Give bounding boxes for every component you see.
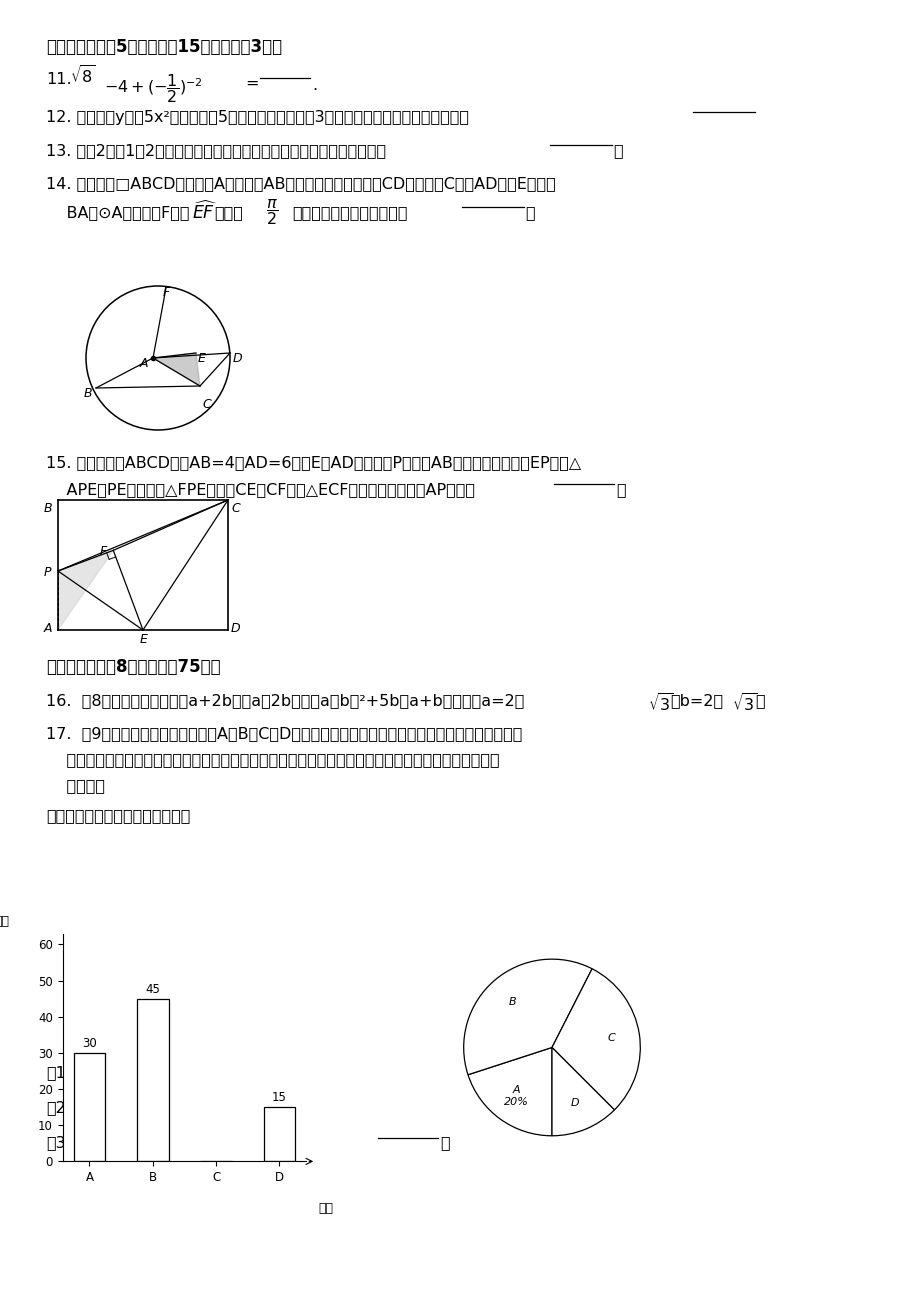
Text: （2）补全上面的条形统计图；: （2）补全上面的条形统计图；: [46, 1100, 181, 1115]
Text: 15. 如图，矩形ABCD中，AB=4，AD=6，点E为AD中点，点P为线段AB上一个动点，连接EP，将△: 15. 如图，矩形ABCD中，AB=4，AD=6，点E为AD中点，点P为线段AB…: [46, 454, 581, 470]
Wedge shape: [468, 1047, 551, 1135]
Text: ．: ．: [612, 143, 622, 158]
Text: A: A: [44, 622, 52, 635]
Text: 人数: 人数: [0, 915, 9, 928]
Text: ．: ．: [754, 693, 764, 708]
Text: 根据统计图的信息解决下列问题：: 根据统计图的信息解决下列问题：: [46, 809, 190, 823]
Text: 13. 从－2，－1，2这三个数中任取两个不同的数相乘，积为正数的概率是: 13. 从－2，－1，2这三个数中任取两个不同的数相乘，积为正数的概率是: [46, 143, 386, 158]
Text: 17.  （9分）某品牌牛奶供应商提供A，B，C，D四种不同口味的牛奶供学生饮用．某校为了解学生对不: 17. （9分）某品牌牛奶供应商提供A，B，C，D四种不同口味的牛奶供学生饮用．…: [46, 727, 522, 741]
Text: 同口味的牛奶的喜好，对全校订牛奶的学生进行了随机调查，并根据调查结果绘制了如下两幅不完整的: 同口味的牛奶的喜好，对全校订牛奶的学生进行了随机调查，并根据调查结果绘制了如下两…: [46, 753, 499, 767]
Text: ，b=2＋: ，b=2＋: [669, 693, 722, 708]
Text: 30: 30: [82, 1036, 96, 1049]
Text: B: B: [508, 997, 516, 1006]
Text: B: B: [84, 387, 93, 400]
Text: （1）本次调查的学生有多少人？: （1）本次调查的学生有多少人？: [46, 1065, 191, 1079]
Text: A: A: [140, 357, 148, 370]
Text: $\widehat{EF}$: $\widehat{EF}$: [192, 201, 217, 223]
Text: C: C: [231, 503, 240, 516]
Text: 16.  （8分）先化简再求值（a+2b）（a－2b）－（a－b）²+5b（a+b）．其中a=2－: 16. （8分）先化简再求值（a+2b）（a－2b）－（a－b）²+5b（a+b…: [46, 693, 524, 708]
Text: $\sqrt{3}$: $\sqrt{3}$: [732, 693, 757, 715]
Text: 45: 45: [145, 983, 160, 996]
Text: （3）扇形统计图中C对应的中心角度数是: （3）扇形统计图中C对应的中心角度数是: [46, 1135, 231, 1150]
Wedge shape: [463, 960, 592, 1074]
Text: $\sqrt{8}$: $\sqrt{8}$: [70, 65, 96, 87]
Text: ；: ；: [439, 1135, 449, 1150]
Text: 统计图．: 统计图．: [46, 779, 105, 793]
Polygon shape: [58, 551, 113, 630]
Text: 15: 15: [272, 1091, 287, 1104]
Text: ，则图中阴影部分的面积为: ，则图中阴影部分的面积为: [291, 204, 407, 220]
Text: 12. 将抛物线y＝－5x²先向左平移5个单位，再向下平移3个单位，可以得到新的抛物线是：: 12. 将抛物线y＝－5x²先向左平移5个单位，再向下平移3个单位，可以得到新的…: [46, 109, 469, 125]
Text: C: C: [202, 398, 210, 411]
Text: 三．解答题（共8小题，满分75分）: 三．解答题（共8小题，满分75分）: [46, 658, 221, 676]
Text: D: D: [233, 352, 243, 365]
Text: =: =: [244, 76, 258, 91]
Text: 11.: 11.: [46, 72, 72, 87]
Wedge shape: [551, 969, 640, 1109]
Text: 二．填空题（共5小题，满分15分，每小题3分）: 二．填空题（共5小题，满分15分，每小题3分）: [46, 38, 282, 56]
Text: P: P: [44, 566, 51, 579]
Text: E: E: [198, 352, 206, 365]
Text: F: F: [99, 546, 107, 559]
Text: $-4+(-\dfrac{1}{2})^{-2}$: $-4+(-\dfrac{1}{2})^{-2}$: [104, 72, 202, 105]
Text: A
20%: A 20%: [504, 1086, 528, 1107]
Bar: [74, 1053, 105, 1161]
Bar: [264, 1107, 295, 1161]
Polygon shape: [153, 353, 199, 385]
Text: BA与⊙A相交于点F．若: BA与⊙A相交于点F．若: [46, 204, 189, 220]
Wedge shape: [551, 1047, 614, 1135]
Text: $\sqrt{3}$: $\sqrt{3}$: [647, 693, 673, 715]
Text: APE沿PE折叠得到△FPE，连接CE，CF，当△ECF为直角三角形时，AP的长为: APE沿PE折叠得到△FPE，连接CE，CF，当△ECF为直角三角形时，AP的长…: [46, 482, 474, 497]
Text: 14. 如图，在□ABCD中，以点A为圆心，AB的长为半径的圆恰好与CD相切于点C，交AD于点E，延长: 14. 如图，在□ABCD中，以点A为圆心，AB的长为半径的圆恰好与CD相切于点…: [46, 176, 555, 191]
Text: 的长为: 的长为: [214, 204, 243, 220]
Text: B: B: [44, 503, 52, 516]
Text: D: D: [570, 1098, 579, 1108]
Text: $\dfrac{\pi}{2}$: $\dfrac{\pi}{2}$: [266, 197, 278, 227]
Text: D: D: [231, 622, 241, 635]
Text: 类别: 类别: [318, 1203, 334, 1215]
Text: ．: ．: [525, 204, 534, 220]
Text: .: .: [312, 78, 317, 92]
Text: ．: ．: [616, 482, 625, 497]
Text: E: E: [140, 633, 148, 646]
Text: F: F: [163, 286, 170, 299]
Text: C: C: [607, 1032, 615, 1043]
Bar: [137, 999, 168, 1161]
